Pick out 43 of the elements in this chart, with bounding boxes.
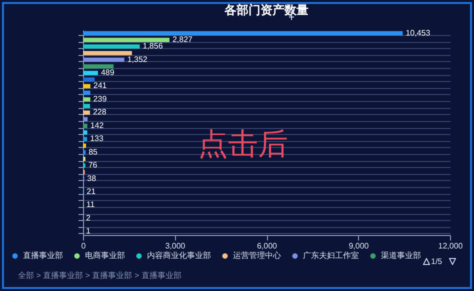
data-label: 1 (86, 226, 92, 236)
legend-label: 内容商业化事业部 (147, 251, 211, 260)
bar (83, 136, 88, 142)
bar (83, 84, 90, 88)
annotation: 点击后 (198, 127, 288, 163)
data-label: 21 (86, 187, 96, 196)
data-label: 2 (86, 213, 92, 222)
bar (83, 144, 86, 148)
data-label: 239 (93, 94, 108, 104)
data-label: 38 (87, 174, 97, 183)
x-tick-label: 6,000 (256, 242, 278, 250)
bar (83, 64, 114, 69)
data-label: 133 (90, 134, 104, 144)
legend-label: 电商事业部 (85, 251, 125, 260)
data-label: 1,856 (142, 42, 164, 51)
x-tick-label: 3,000 (165, 242, 186, 250)
text: 全部 > 直播事业部 > 直播事业部 > 直播事业部 (18, 270, 182, 281)
data-label: 76 (88, 160, 98, 170)
bar (83, 70, 98, 76)
bar (83, 58, 124, 62)
x-tick-label: 0 (81, 242, 86, 250)
data-label: 1,352 (127, 54, 148, 64)
bar (83, 130, 88, 135)
data-label: 10,453 (406, 28, 431, 38)
bar (83, 38, 170, 42)
data-label: 85 (88, 147, 98, 156)
data-label: 489 (100, 68, 115, 77)
data-label: 2,827 (172, 34, 194, 44)
legend-label: 运营管理中心 (233, 251, 281, 260)
x-tick-label: 9,000 (348, 242, 370, 250)
bar (83, 77, 95, 82)
bar (83, 50, 132, 56)
data-label: 228 (92, 108, 107, 117)
data-label: 142 (90, 120, 104, 130)
text: 1/5 (431, 257, 442, 266)
bar (83, 31, 403, 36)
legend-label: 广东夫妇工作室 (303, 251, 359, 260)
bar (83, 44, 140, 49)
legend-label: 渠道事业部 (381, 251, 421, 260)
legend-label: 直播事业部 (23, 251, 63, 260)
x-tick-label: 12,000 (438, 242, 464, 250)
data-label: 11 (86, 200, 96, 210)
data-label: 241 (93, 81, 108, 90)
